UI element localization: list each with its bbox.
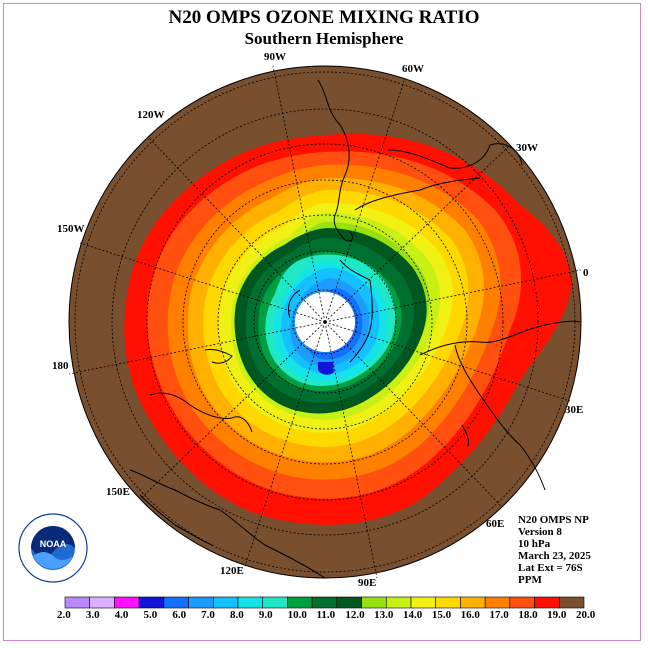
- colorbar-tick-label: 20.0: [576, 609, 596, 621]
- colorbar-tick-label: 17.0: [489, 609, 509, 621]
- info-units: PPM: [518, 574, 542, 586]
- lon-label-30w: 30W: [516, 142, 538, 154]
- coastlines: [129, 79, 581, 579]
- colorbar-tick-label: 2.0: [57, 609, 71, 621]
- info-version: Version 8: [518, 526, 562, 538]
- colorbar-tick-label: 9.0: [258, 609, 273, 621]
- colorbar-tick-label: 10.0: [287, 609, 307, 621]
- graticule: [68, 65, 582, 579]
- lon-label-60e: 60E: [486, 518, 505, 530]
- lon-label-120w: 120W: [137, 109, 165, 121]
- colorbar-tick-label: 11.0: [316, 609, 336, 621]
- band-3: [318, 362, 334, 375]
- pole-marks: [323, 320, 327, 324]
- colorbar-tick-label: 14.0: [403, 609, 423, 621]
- colorbar-tick-label: 12.0: [345, 609, 365, 621]
- colorbar-tick-label: 13.0: [374, 609, 394, 621]
- info-lat-ext: Lat Ext = 76S: [518, 562, 583, 574]
- lon-label-0: 0: [583, 267, 589, 279]
- map-title: N20 OMPS OZONE MIXING RATIO: [168, 7, 480, 28]
- colorbar-tick-label: 15.0: [431, 609, 452, 621]
- colorbar-tick-label: 5.0: [143, 609, 158, 621]
- colorbar-tick-label: 4.0: [114, 609, 129, 621]
- map-subtitle: Southern Hemisphere: [244, 29, 404, 48]
- colorbar-tick-label: 16.0: [460, 609, 480, 621]
- colorbar-tick-label: 7.0: [201, 609, 215, 621]
- lon-label-90e: 90E: [358, 577, 377, 589]
- info-product: N20 OMPS NP: [518, 514, 589, 526]
- colorbar-tick-label: 18.0: [518, 609, 538, 621]
- lon-label-180: 180: [52, 360, 69, 372]
- colorbar-tick-label: 19.0: [547, 609, 567, 621]
- colorbar-tick-label: 8.0: [230, 609, 244, 621]
- lon-label-30e: 30E: [565, 404, 584, 416]
- info-level: 10 hPa: [518, 538, 551, 550]
- info-date: March 23, 2025: [518, 550, 591, 562]
- lon-label-150e: 150E: [106, 486, 130, 498]
- info-block: N20 OMPS NP Version 8 10 hPa March 23, 2…: [518, 514, 591, 586]
- lon-label-90w: 90W: [264, 51, 286, 63]
- plot-frame: [3, 3, 641, 641]
- colorbar-tick-label: 6.0: [172, 609, 187, 621]
- colorbar-tick-label: 3.0: [85, 609, 100, 621]
- map-boundary: [68, 65, 582, 579]
- lon-label-120e: 120E: [220, 565, 244, 577]
- ozone-field: [69, 66, 581, 578]
- lon-label-150w: 150W: [57, 223, 85, 235]
- lon-label-60w: 60W: [402, 63, 424, 75]
